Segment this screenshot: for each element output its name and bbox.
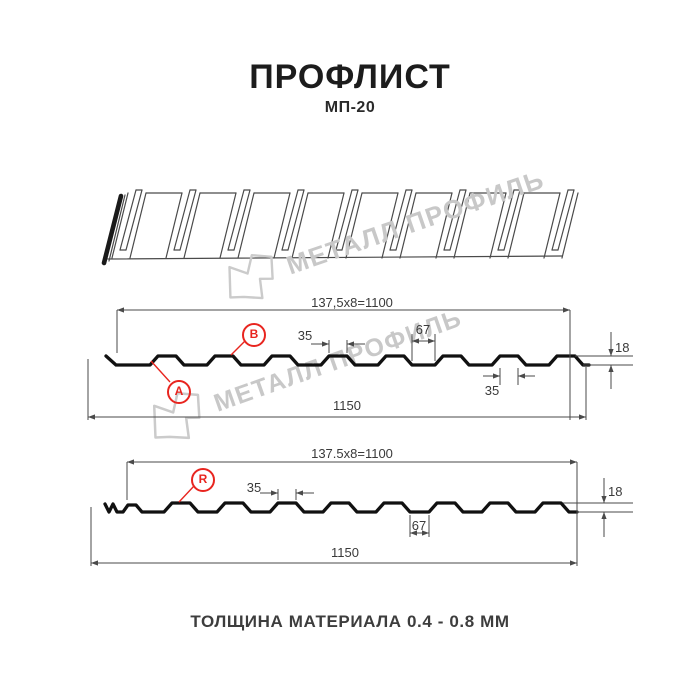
sheet-3d-drawing xyxy=(101,189,579,266)
cross-section-bottom-drawing xyxy=(90,459,633,566)
page-title: ПРОФЛИСТ xyxy=(249,58,451,96)
dim-crest-35: 35 xyxy=(246,480,262,495)
side-r-marker: R xyxy=(191,468,215,492)
dim-height-18-top: 18 xyxy=(615,340,630,355)
side-a-marker: A xyxy=(167,380,191,404)
metal-profil-logo-icon xyxy=(228,253,274,300)
dim-crest-35-top: 35 xyxy=(297,328,313,343)
dim-flat-67-top: 67 xyxy=(415,322,431,337)
side-b-marker: B xyxy=(242,323,266,347)
thickness-note: ТОЛЩИНА МАТЕРИАЛА 0.4 - 0.8 ММ xyxy=(190,612,510,631)
dim-pitch-formula-top: 137,5x8=1100 xyxy=(311,295,393,310)
dim-total-1150-top: 1150 xyxy=(333,398,361,413)
watermark: МЕТАЛЛ ПРОФИЛЬ xyxy=(216,153,552,312)
dim-pitch-formula-bottom: 137.5x8=1100 xyxy=(311,446,393,461)
dim-total-1150: 1150 xyxy=(331,545,359,560)
profile-model: МП-20 xyxy=(324,99,376,116)
dim-height-18: 18 xyxy=(608,484,623,499)
dim-crest-35-bottom-side: 35 xyxy=(484,383,500,398)
watermark: МЕТАЛЛ ПРОФИЛЬ xyxy=(139,293,469,453)
dim-flat-67: 67 xyxy=(411,518,427,533)
cross-section-top-drawing xyxy=(87,307,633,420)
metal-profil-logo-icon xyxy=(152,391,201,440)
